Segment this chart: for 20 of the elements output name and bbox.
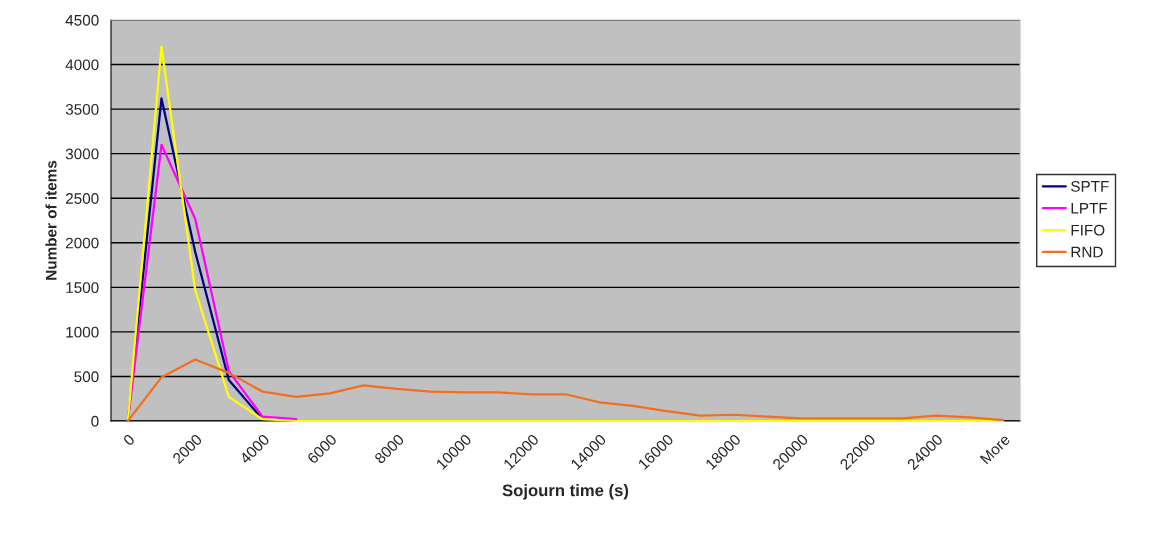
y-tick-label: 500 [74, 371, 99, 383]
legend-label: RND [1071, 246, 1103, 258]
y-axis-title: Number of items [45, 160, 57, 280]
y-tick-label: 4000 [65, 59, 99, 71]
line-series [126, 143, 298, 423]
y-tick-label: 1500 [66, 282, 99, 294]
x-tick-label: 0 [122, 433, 136, 447]
y-tick-label: 0 [91, 415, 99, 427]
legend-label: LPTF [1071, 203, 1108, 214]
legend-label: SPTF [1071, 180, 1109, 192]
legend-label: FIFO [1071, 224, 1105, 236]
y-tick-label: 3500 [65, 103, 99, 115]
y-tick-label: 4500 [65, 14, 99, 26]
y-tick-label: 1000 [66, 326, 99, 338]
line-series [126, 45, 1005, 423]
line-series [126, 358, 1005, 423]
y-tick-label: 2500 [65, 193, 99, 204]
y-tick-label: 2000 [65, 237, 99, 249]
y-tick-label: 3000 [65, 148, 99, 160]
x-axis-title: Sojourn time (s) [502, 484, 629, 500]
